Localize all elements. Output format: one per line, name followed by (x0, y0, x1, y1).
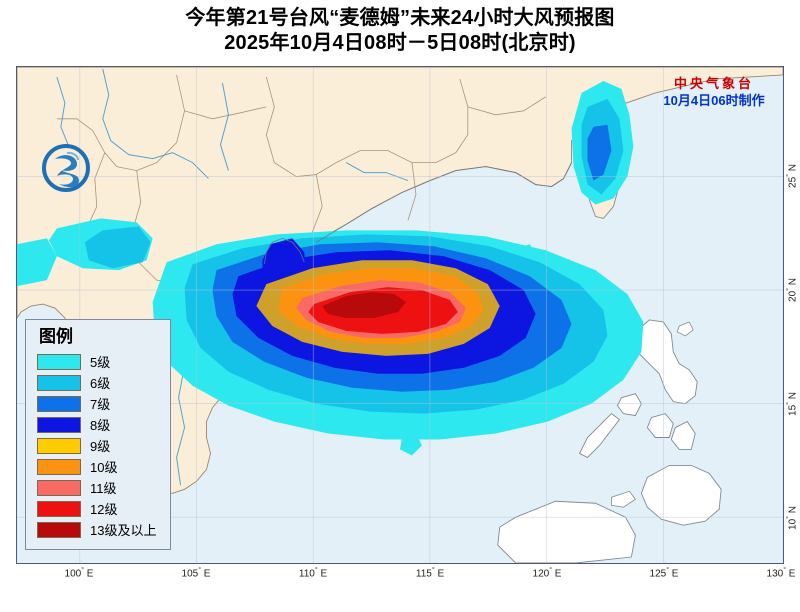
axis-x-tick: 115° E (415, 567, 445, 580)
island-palawan (578, 413, 621, 458)
island-mindoro (616, 393, 642, 417)
axis-y-tick-unit: N (787, 506, 799, 514)
axis-y-tick-value: 25 (787, 176, 799, 188)
axis-x-tick-value: 115 (415, 568, 432, 580)
axis-x-tick: 125° E (649, 567, 679, 580)
legend-swatch (37, 353, 81, 370)
axis-y-tick-unit: N (787, 278, 799, 286)
legend-item[interactable]: 11级 (37, 477, 170, 498)
legend-item[interactable]: 13级及以上 (37, 519, 170, 540)
cma-logo (42, 144, 90, 192)
axis-x-tick: 100° E (64, 567, 94, 580)
title-line-2: 2025年10月4日08时－5日08时(北京时) (224, 32, 576, 54)
island-luzon (632, 319, 698, 405)
axis-x-tick-unit: E (437, 568, 445, 580)
axis-x-tick-unit: E (788, 568, 796, 580)
legend-item-label: 5级 (90, 355, 111, 370)
legend-item-label: 6级 (90, 376, 111, 391)
legend-panel[interactable]: 图例 5级 6级 7级 8级 9级 10级 11级 12级 13级及以上 (25, 319, 171, 550)
legend-item-label: 10级 (90, 460, 118, 475)
wind-band-level-13 (322, 292, 406, 318)
axis-x-tick: 120° E (532, 567, 562, 580)
legend-title: 图例 (39, 327, 73, 346)
axis-x-tick-unit: E (203, 568, 211, 580)
island-mindanao (640, 464, 722, 526)
axis-x-tick-value: 130 (766, 568, 784, 580)
legend-swatch (37, 500, 81, 517)
coastline-overlay (263, 162, 572, 265)
axis-x-tick-unit: E (671, 568, 679, 580)
legend-item[interactable]: 6级 (37, 372, 170, 393)
page-title: 今年第21号台风“麦德姆”未来24小时大风预报图 2025年10月4日08时－5… (0, 6, 800, 56)
axis-y-tick: 15° N (786, 392, 799, 416)
legend-item[interactable]: 12级 (37, 498, 170, 519)
axis-x-tick: 105° E (181, 567, 211, 580)
legend-item-label: 8级 (90, 418, 111, 433)
legend-item[interactable]: 7级 (37, 393, 170, 414)
legend-swatch (37, 416, 81, 433)
map-approval-watermark: 审图号GS (2019) 3082号 (660, 560, 782, 563)
attribution-production-time: 10月4日06时制作 (663, 93, 765, 108)
axis-x-tick-unit: E (320, 568, 328, 580)
axis-x-tick-value: 100 (64, 568, 82, 580)
axis-x-tick-unit: E (86, 568, 94, 580)
island-borneo-north (497, 500, 636, 563)
legend-item[interactable]: 10级 (37, 456, 170, 477)
legend-items-list: 5级 6级 7级 8级 9级 10级 11级 12级 13级及以上 (37, 351, 170, 540)
title-line-1: 今年第21号台风“麦德姆”未来24小时大风预报图 (185, 7, 615, 29)
island-small-2 (676, 321, 694, 337)
legend-item[interactable]: 5级 (37, 351, 170, 372)
legend-item[interactable]: 9级 (37, 435, 170, 456)
legend-swatch (37, 395, 81, 412)
axis-y-tick: 25° N (786, 164, 799, 188)
legend-item-label: 11级 (90, 481, 117, 496)
legend-item-label: 12级 (90, 502, 118, 517)
axis-x-tick-value: 125 (649, 568, 667, 580)
axis-x-tick-value: 110 (298, 568, 315, 580)
legend-item-label: 13级及以上 (90, 523, 157, 538)
axis-y-tick: 10° N (786, 506, 799, 530)
axis-y-tick-value: 15 (787, 404, 799, 416)
island-panay (646, 413, 674, 438)
axis-y-tick-value: 10 (787, 518, 799, 530)
axis-x-tick-value: 105 (181, 568, 199, 580)
axis-y-tick-unit: N (787, 164, 799, 172)
legend-swatch (37, 458, 81, 475)
axis-y-tick-unit: N (787, 392, 799, 400)
attribution-block: 中央气象台 10月4日06时制作 (649, 75, 779, 109)
axis-x-tick-unit: E (554, 568, 562, 580)
axis-x-tick: 130° E (766, 567, 796, 580)
axis-y-tick: 20° N (786, 278, 799, 302)
axis-x-tick-value: 120 (532, 568, 550, 580)
axis-x-tick: 110° E (298, 567, 328, 580)
legend-swatch (37, 374, 81, 391)
island-negros (670, 420, 696, 450)
legend-item[interactable]: 8级 (37, 414, 170, 435)
island-sulu-group (611, 490, 636, 508)
legend-swatch (37, 437, 81, 454)
axis-y-tick-value: 20 (787, 290, 799, 302)
attribution-organization: 中央气象台 (673, 76, 754, 91)
legend-item-label: 9级 (90, 439, 111, 454)
legend-swatch (37, 521, 81, 538)
legend-swatch (37, 479, 81, 496)
legend-item-label: 7级 (90, 397, 111, 412)
